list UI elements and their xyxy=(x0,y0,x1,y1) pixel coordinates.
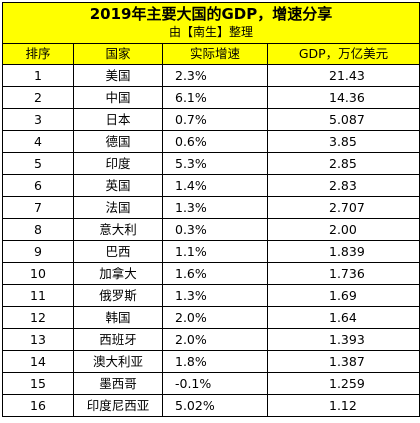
gdp-cell: 1.64 xyxy=(267,306,419,329)
header-growth: 实际增速 xyxy=(162,44,268,65)
rank-cell: 5 xyxy=(3,152,74,175)
country-cell: 中国 xyxy=(73,86,163,109)
header-rank: 排序 xyxy=(3,44,74,65)
gdp-table: 排序 国家 实际增速 GDP，万亿美元 1 美国 2.3% 21.43 2 中国 6.1% 1… xyxy=(3,44,419,416)
table-subtitle: 由【南生】整理 xyxy=(168,25,253,39)
gdp-cell: 5.087 xyxy=(267,108,419,131)
country-cell: 巴西 xyxy=(73,240,163,263)
growth-cell: 1.6% xyxy=(162,262,268,285)
growth-cell: -0.1% xyxy=(162,372,268,395)
table-row: 11 俄罗斯 1.3% 1.69 xyxy=(3,284,419,307)
country-cell: 意大利 xyxy=(73,218,163,241)
growth-cell: 1.4% xyxy=(162,174,268,197)
gdp-cell: 3.85 xyxy=(267,130,419,153)
rank-cell: 7 xyxy=(3,196,74,219)
table-row: 2 中国 6.1% 14.36 xyxy=(3,86,419,109)
country-cell: 韩国 xyxy=(73,306,163,329)
country-cell: 澳大利亚 xyxy=(73,350,163,373)
table-row: 7 法国 1.3% 2.707 xyxy=(3,196,419,219)
gdp-cell: 2.83 xyxy=(267,174,419,197)
country-cell: 印度 xyxy=(73,152,163,175)
table-row: 8 意大利 0.3% 2.00 xyxy=(3,218,419,241)
table-title: 2019年主要大国的GDP，增速分享 xyxy=(89,5,333,23)
table-row: 10 加拿大 1.6% 1.736 xyxy=(3,262,419,285)
growth-cell: 6.1% xyxy=(162,86,268,109)
growth-cell: 1.3% xyxy=(162,284,268,307)
gdp-cell: 1.12 xyxy=(267,394,419,416)
rank-cell: 6 xyxy=(3,174,74,197)
growth-cell: 1.8% xyxy=(162,350,268,373)
gdp-cell: 1.736 xyxy=(267,262,419,285)
table-row: 1 美国 2.3% 21.43 xyxy=(3,64,419,87)
growth-cell: 1.3% xyxy=(162,196,268,219)
gdp-cell: 1.259 xyxy=(267,372,419,395)
growth-cell: 0.6% xyxy=(162,130,268,153)
table-row: 5 印度 5.3% 2.85 xyxy=(3,152,419,175)
country-cell: 加拿大 xyxy=(73,262,163,285)
country-cell: 英国 xyxy=(73,174,163,197)
table-row: 9 巴西 1.1% 1.839 xyxy=(3,240,419,263)
rank-cell: 13 xyxy=(3,328,74,351)
rank-cell: 11 xyxy=(3,284,74,307)
header-country: 国家 xyxy=(73,44,163,65)
country-cell: 法国 xyxy=(73,196,163,219)
gdp-cell: 2.85 xyxy=(267,152,419,175)
country-cell: 墨西哥 xyxy=(73,372,163,395)
table-row: 12 韩国 2.0% 1.64 xyxy=(3,306,419,329)
gdp-cell: 1.387 xyxy=(267,350,419,373)
country-cell: 美国 xyxy=(73,64,163,87)
country-cell: 日本 xyxy=(73,108,163,131)
rank-cell: 2 xyxy=(3,86,74,109)
growth-cell: 2.3% xyxy=(162,64,268,87)
rank-cell: 9 xyxy=(3,240,74,263)
rank-cell: 10 xyxy=(3,262,74,285)
rank-cell: 16 xyxy=(3,394,74,416)
header-row: 排序 国家 实际增速 GDP，万亿美元 xyxy=(3,44,419,65)
rank-cell: 8 xyxy=(3,218,74,241)
growth-cell: 0.7% xyxy=(162,108,268,131)
title-block: 2019年主要大国的GDP，增速分享 由【南生】整理 xyxy=(3,3,419,44)
rank-cell: 1 xyxy=(3,64,74,87)
growth-cell: 2.0% xyxy=(162,328,268,351)
gdp-cell: 2.707 xyxy=(267,196,419,219)
rank-cell: 4 xyxy=(3,130,74,153)
table-body: 1 美国 2.3% 21.43 2 中国 6.1% 14.36 3 日本 0.7% 5.087 4 德国 0… xyxy=(3,64,419,416)
growth-cell: 5.02% xyxy=(162,394,268,416)
gdp-cell: 1.839 xyxy=(267,240,419,263)
gdp-table-figure: 2019年主要大国的GDP，增速分享 由【南生】整理 排序 国家 实际增速 GD… xyxy=(2,2,420,417)
table-row: 3 日本 0.7% 5.087 xyxy=(3,108,419,131)
table-row: 13 西班牙 2.0% 1.393 xyxy=(3,328,419,351)
table-row: 6 英国 1.4% 2.83 xyxy=(3,174,419,197)
country-cell: 印度尼西亚 xyxy=(73,394,163,416)
growth-cell: 0.3% xyxy=(162,218,268,241)
growth-cell: 1.1% xyxy=(162,240,268,263)
table-row: 14 澳大利亚 1.8% 1.387 xyxy=(3,350,419,373)
gdp-cell: 1.69 xyxy=(267,284,419,307)
rank-cell: 3 xyxy=(3,108,74,131)
table-row: 16 印度尼西亚 5.02% 1.12 xyxy=(3,394,419,416)
rank-cell: 12 xyxy=(3,306,74,329)
table-row: 15 墨西哥 -0.1% 1.259 xyxy=(3,372,419,395)
table-row: 4 德国 0.6% 3.85 xyxy=(3,130,419,153)
rank-cell: 15 xyxy=(3,372,74,395)
growth-cell: 5.3% xyxy=(162,152,268,175)
gdp-cell: 2.00 xyxy=(267,218,419,241)
growth-cell: 2.0% xyxy=(162,306,268,329)
gdp-cell: 1.393 xyxy=(267,328,419,351)
gdp-cell: 14.36 xyxy=(267,86,419,109)
country-cell: 西班牙 xyxy=(73,328,163,351)
rank-cell: 14 xyxy=(3,350,74,373)
gdp-cell: 21.43 xyxy=(267,64,419,87)
country-cell: 德国 xyxy=(73,130,163,153)
header-gdp: GDP，万亿美元 xyxy=(267,44,419,65)
country-cell: 俄罗斯 xyxy=(73,284,163,307)
